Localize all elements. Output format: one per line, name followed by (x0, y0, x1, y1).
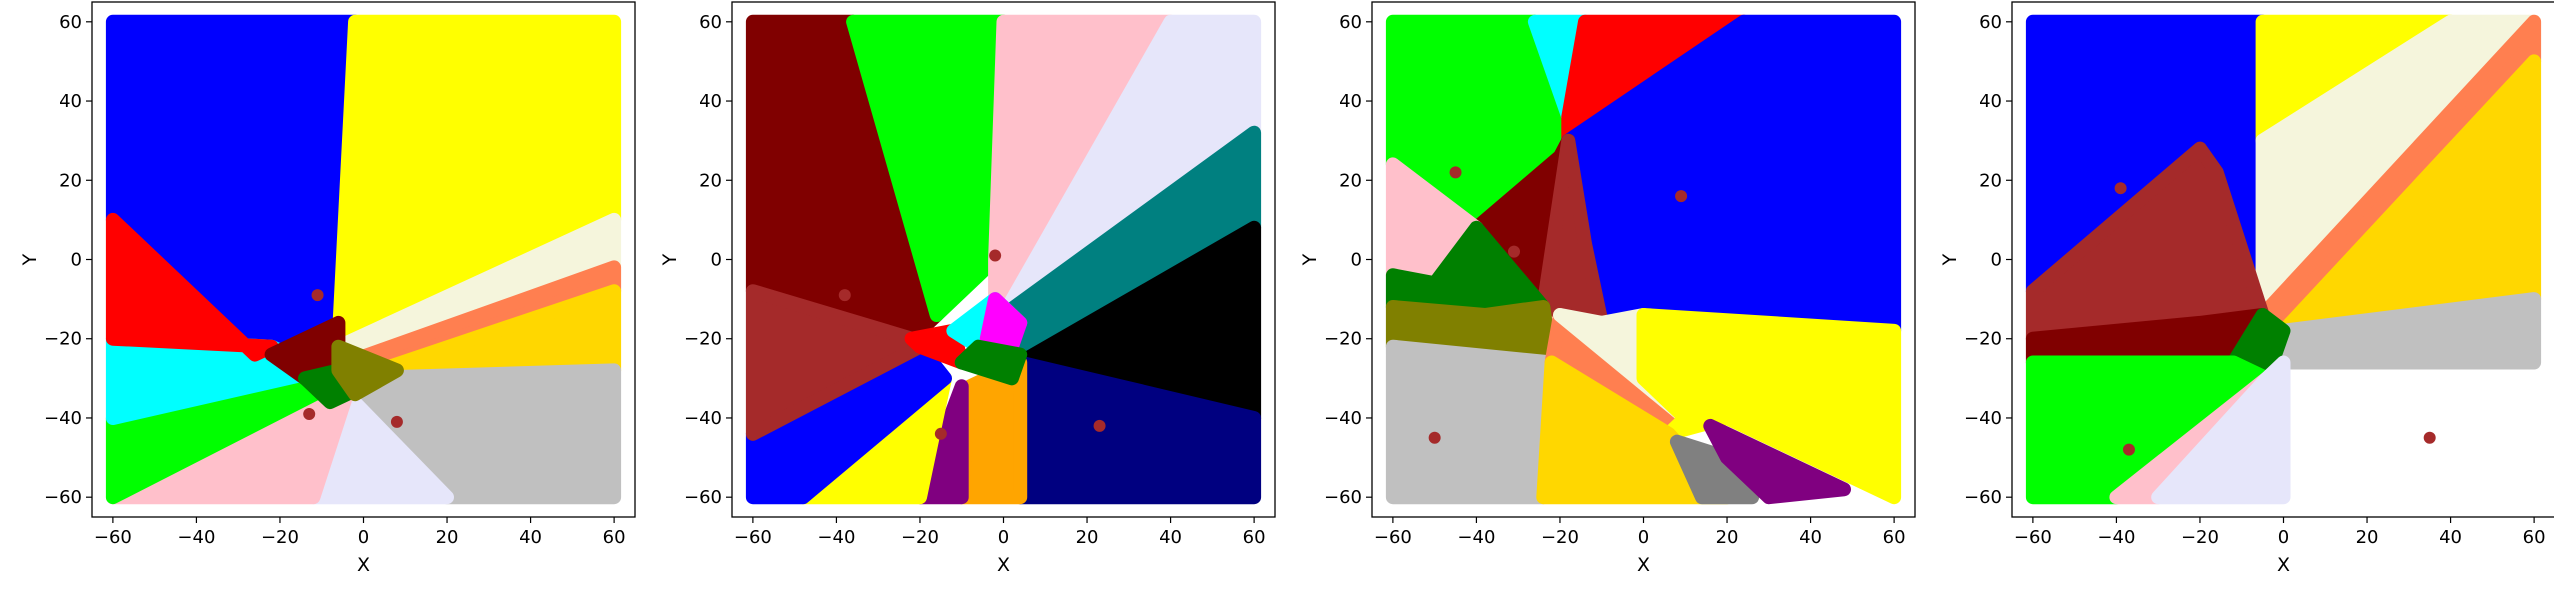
centroid-point-1 (2114, 182, 2127, 195)
x-tick-label: −60 (94, 527, 132, 548)
x-tick-label: 0 (998, 527, 1009, 548)
y-tick-label: 0 (1991, 250, 2002, 271)
centroid-point-2 (1508, 245, 1521, 258)
y-tick-label: 0 (711, 250, 722, 271)
cluster-region-8 (954, 355, 1028, 505)
x-tick-label: −60 (734, 527, 772, 548)
x-tick-label: 60 (2523, 527, 2546, 548)
y-tick-label: 20 (59, 170, 82, 191)
x-tick-label: −60 (1374, 527, 1412, 548)
x-tick-label: 20 (2356, 527, 2379, 548)
scatter-panel-4: −60 −40 −20 0 20 40 60 −60 −40 −20 0 20 40 60 X Y (1939, 1, 2554, 576)
y-tick-label: 60 (1979, 12, 2002, 33)
y-tick-label: 40 (1979, 91, 2002, 112)
centroid-point-4 (1428, 431, 1441, 444)
x-tick-label: −20 (261, 527, 299, 548)
y-tick-label: −40 (44, 408, 82, 429)
centroid-point-1 (838, 289, 851, 302)
cluster-region-1 (745, 14, 944, 346)
y-tick-label: 20 (1979, 170, 2002, 191)
y-tick-label: 60 (1339, 12, 1362, 33)
x-axis-label: X (1637, 554, 1650, 576)
scatter-panel-3: −60 −40 −20 0 20 40 60 −60 −40 −20 0 20 40 60 X Y (1299, 1, 1916, 576)
plot-area (105, 14, 622, 505)
centroid-point-1 (311, 289, 324, 302)
x-tick-label: 0 (358, 527, 369, 548)
centroid-point-2 (2122, 443, 2135, 456)
y-axis-label: Y (659, 253, 681, 266)
y-tick-label: 0 (1351, 250, 1362, 271)
x-axis-label: X (2277, 554, 2290, 576)
x-tick-label: −60 (2014, 527, 2052, 548)
cluster-region-16 (1703, 418, 1851, 505)
x-tick-label: 40 (519, 527, 542, 548)
plot-area (2025, 14, 2542, 505)
x-tick-label: 20 (436, 527, 459, 548)
y-tick-label: −40 (1324, 408, 1362, 429)
plot-area (745, 14, 1262, 505)
x-tick-label: 20 (1716, 527, 1739, 548)
x-tick-label: 60 (1883, 527, 1906, 548)
scatter-panel-2: −60 −40 −20 0 20 40 60 −60 −40 −20 0 20 40 60 X Y (659, 1, 1276, 576)
centroid-point-1 (1449, 166, 1462, 179)
centroid-point-3 (1675, 190, 1688, 203)
y-tick-label: 60 (59, 12, 82, 33)
y-tick-label: 0 (71, 250, 82, 271)
centroid-point-3 (934, 427, 947, 440)
plot-area (1385, 14, 1902, 505)
x-tick-label: 40 (1159, 527, 1182, 548)
cluster-region-15 (1669, 434, 1760, 505)
x-tick-label: −20 (2181, 527, 2219, 548)
cluster-region-11 (105, 212, 279, 362)
y-tick-label: 60 (699, 12, 722, 33)
y-tick-label: −40 (684, 408, 722, 429)
cluster-region-12 (2151, 355, 2291, 505)
y-tick-label: −40 (1964, 408, 2002, 429)
y-tick-label: 20 (699, 170, 722, 191)
y-tick-label: −60 (684, 487, 722, 508)
x-tick-label: 20 (1076, 527, 1099, 548)
x-tick-label: −40 (1457, 527, 1495, 548)
scatter-panel-1: −60 −40 −20 0 20 40 60 −60 −40 −20 0 20 40 60 X Y (19, 1, 636, 576)
y-tick-label: 40 (699, 91, 722, 112)
y-axis-label: Y (1299, 253, 1321, 266)
cluster-region-14 (331, 339, 404, 402)
y-tick-label: 40 (1339, 91, 1362, 112)
y-tick-label: −60 (44, 487, 82, 508)
cluster-region-10 (1385, 339, 1559, 505)
x-tick-label: 60 (1243, 527, 1266, 548)
centroid-point-3 (2423, 431, 2436, 444)
y-tick-label: −60 (1964, 487, 2002, 508)
x-tick-label: 40 (2439, 527, 2462, 548)
cluster-region-13 (1636, 308, 1902, 505)
centroid-point-2 (989, 249, 1002, 262)
x-tick-label: −40 (817, 527, 855, 548)
y-tick-label: 20 (1339, 170, 1362, 191)
x-tick-label: −20 (1541, 527, 1579, 548)
y-tick-label: −20 (44, 329, 82, 350)
centroid-point-3 (390, 415, 403, 428)
y-axis-label: Y (1939, 253, 1961, 266)
x-tick-label: 0 (2278, 527, 2289, 548)
y-tick-label: −20 (684, 329, 722, 350)
cluster-region-9 (913, 379, 969, 505)
x-tick-label: −40 (2097, 527, 2135, 548)
centroid-point-4 (1093, 419, 1106, 432)
x-axis-label: X (357, 554, 370, 576)
x-tick-label: 0 (1638, 527, 1649, 548)
x-tick-label: −40 (177, 527, 215, 548)
centroid-point-2 (303, 408, 316, 420)
x-tick-label: 40 (1799, 527, 1822, 548)
y-tick-label: −60 (1324, 487, 1362, 508)
y-axis-label: Y (19, 253, 41, 266)
y-tick-label: −20 (1964, 329, 2002, 350)
y-tick-label: −20 (1324, 329, 1362, 350)
x-tick-label: −20 (901, 527, 939, 548)
x-tick-label: 60 (603, 527, 626, 548)
cluster-region-16 (954, 339, 1028, 386)
x-axis-label: X (997, 554, 1010, 576)
y-tick-label: 40 (59, 91, 82, 112)
